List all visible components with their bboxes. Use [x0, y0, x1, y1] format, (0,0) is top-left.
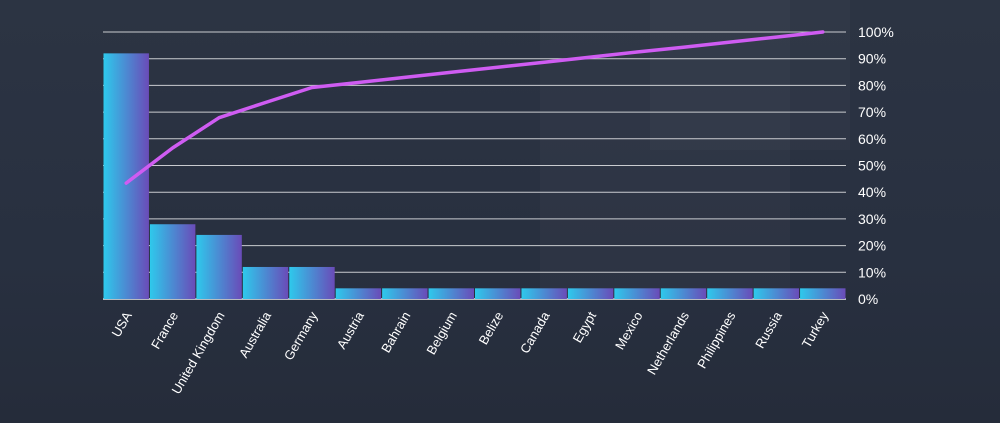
y-tick-label: 70%	[858, 104, 886, 120]
category-label: Bahrain	[378, 309, 413, 355]
category-label: France	[148, 309, 181, 352]
cumulative-line-series	[124, 30, 825, 185]
bar	[800, 288, 846, 299]
category-label: Mexico	[612, 309, 646, 352]
bar	[614, 288, 660, 299]
y-tick-label: 100%	[858, 24, 894, 40]
y-tick-label: 0%	[858, 291, 878, 307]
bar	[196, 234, 242, 299]
category-label: Belgium	[423, 309, 459, 357]
bar	[707, 288, 753, 299]
category-label: Australia	[236, 308, 275, 360]
category-label: Egypt	[570, 309, 600, 346]
category-label: Turkey	[799, 309, 832, 351]
bar	[660, 288, 707, 299]
bar	[567, 288, 614, 299]
y-tick-label: 20%	[858, 238, 886, 254]
y-tick-label: 90%	[858, 51, 886, 67]
bar	[521, 288, 567, 299]
category-label: Belize	[476, 309, 507, 347]
y-tick-label: 30%	[858, 211, 886, 227]
y-tick-label: 10%	[858, 264, 886, 280]
y-tick-label: 80%	[858, 77, 886, 93]
bar	[335, 288, 382, 299]
bar	[103, 53, 149, 299]
category-label: Austria	[334, 308, 368, 351]
bar	[382, 288, 428, 299]
category-label: Philippines	[694, 309, 739, 371]
category-label: Russia	[752, 308, 785, 351]
category-label: USA	[108, 309, 135, 340]
category-label: Germany	[281, 309, 321, 363]
bar	[475, 288, 521, 299]
category-label: Netherlands	[644, 309, 692, 378]
bar-series	[103, 53, 846, 299]
cumulative-line	[124, 30, 825, 185]
bar	[149, 224, 196, 299]
bar	[289, 266, 335, 299]
y-tick-label: 50%	[858, 158, 886, 174]
bar	[242, 266, 289, 299]
y-tick-label: 60%	[858, 131, 886, 147]
right-axis-ticks: 0% 10% 20% 30% 40% 50% 60% 70% 80% 90% 100%	[858, 24, 894, 307]
bar	[753, 288, 800, 299]
category-label: Canada	[517, 308, 553, 356]
bar	[428, 288, 474, 299]
y-tick-label: 40%	[858, 184, 886, 200]
